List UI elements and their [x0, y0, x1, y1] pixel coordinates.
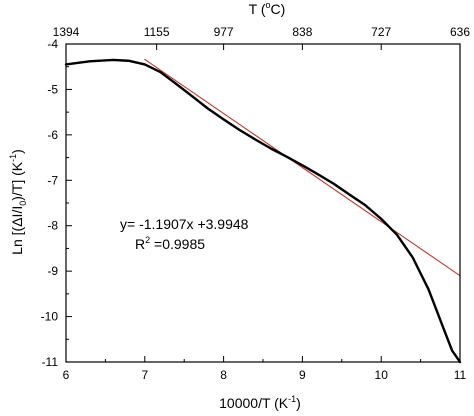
series-layer	[64, 58, 462, 364]
y-axis-title-sup: -1	[8, 154, 18, 162]
fit-line	[144, 58, 461, 277]
plot-frame	[65, 43, 461, 363]
ticks-layer	[65, 43, 461, 363]
y-tick-label: -7	[47, 173, 58, 187]
x-axis-title-main: 10000/T (K	[219, 395, 289, 411]
y-axis-title-end: )	[9, 149, 25, 154]
top-axis-title-main: T (	[249, 1, 266, 17]
y-tick-label: -9	[47, 264, 58, 278]
top-tick-label: 636	[450, 25, 470, 39]
y-axis-title: Ln [(ΔI/I0)/T] (K-1)	[8, 149, 28, 255]
r-squared-pre: R	[135, 236, 145, 252]
x-tick-label: 9	[299, 368, 306, 382]
fit-equation: y= -1.1907x +3.9948	[120, 216, 249, 232]
top-tick-label: 727	[371, 25, 391, 39]
y-tick-label: -8	[47, 219, 58, 233]
x-tick-label: 10	[375, 368, 389, 382]
y-axis-title-sub: 0	[18, 201, 28, 206]
x-axis-title: 10000/T (K-1)	[219, 394, 301, 411]
x-tick-label: 6	[63, 368, 70, 382]
x-tick-label: 7	[141, 368, 148, 382]
x-tick-label: 8	[220, 368, 227, 382]
y-axis-title-mid: )/T] (K	[9, 161, 25, 201]
y-axis-title-pre: Ln [(ΔI/I	[9, 206, 25, 255]
top-tick-label: 838	[292, 25, 312, 39]
top-tick-label: 977	[214, 25, 234, 39]
y-tick-label: -10	[41, 310, 59, 324]
r-squared: R2 =0.9985	[135, 235, 205, 252]
y-tick-label: -5	[47, 82, 58, 96]
x-axis-title-end: )	[296, 395, 301, 411]
x-tick-label: 11	[454, 368, 467, 382]
top-axis-title-end: C)	[271, 1, 286, 17]
top-tick-label: 1155	[144, 25, 170, 39]
y-tick-label: -11	[42, 355, 59, 369]
top-axis-title-sup: o	[266, 0, 271, 10]
y-tick-label: -6	[47, 128, 58, 142]
r-squared-post: =0.9985	[150, 236, 205, 252]
y-tick-label: -4	[47, 37, 58, 51]
top-axis-title: T (oC)	[249, 0, 286, 17]
data-curve	[64, 58, 462, 364]
r-squared-sup: 2	[145, 235, 150, 245]
top-tick-label: 1394	[53, 25, 80, 39]
x-axis-title-sup: -1	[288, 394, 296, 404]
